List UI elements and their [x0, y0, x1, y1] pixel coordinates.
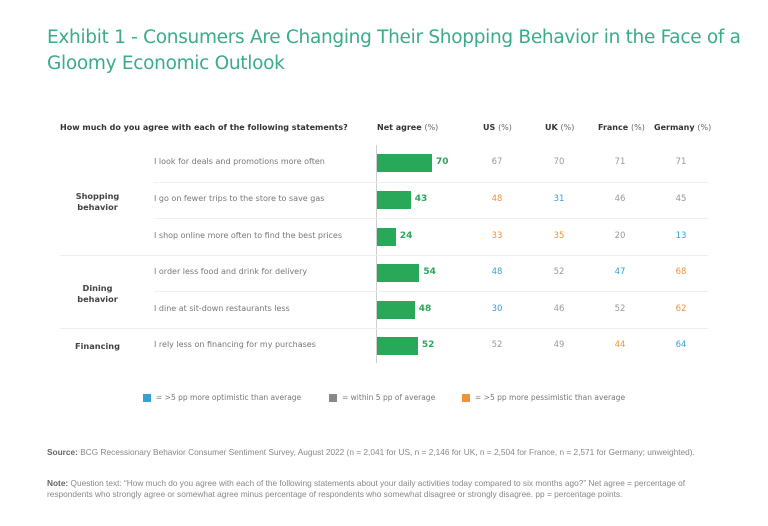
group-label-dining: Dining behavior — [60, 283, 135, 305]
germany-header-label: Germany — [654, 123, 695, 132]
us-value-cell: 67 — [491, 157, 503, 168]
france-header: France (%) — [598, 123, 645, 132]
statement-label: I rely less on financing for my purchase… — [154, 340, 316, 350]
legend-item-neutral: = within 5 pp of average — [329, 393, 435, 402]
statement-label: I dine at sit-down restaurants less — [154, 303, 290, 313]
uk-header: UK (%) — [545, 123, 574, 132]
bar-axis-line — [376, 145, 377, 363]
legend-swatch-neutral — [329, 393, 337, 402]
uk-header-unit: (%) — [560, 123, 575, 132]
legend-item-optimistic: = >5 pp more optimistic than average — [143, 393, 301, 402]
statement-label: I look for deals and promotions more oft… — [154, 157, 325, 167]
row-separator — [154, 218, 708, 220]
france-value-cell: 47 — [614, 267, 626, 278]
germany-value-cell: 13 — [675, 230, 687, 241]
row-separator — [60, 254, 708, 256]
note-text: Question text: “How much do you agree wi… — [47, 478, 686, 499]
germany-value-cell: 71 — [675, 157, 687, 168]
uk-value-cell: 49 — [553, 340, 565, 351]
us-header-unit: (%) — [498, 123, 512, 132]
net-agree-header-unit: (%) — [424, 123, 439, 132]
net-agree-value-label: 48 — [418, 303, 432, 314]
us-value-cell: 52 — [491, 340, 503, 351]
net-agree-header-label: Net agree — [377, 123, 422, 132]
uk-value-cell: 31 — [553, 193, 565, 204]
group-label-financing: Financing — [60, 341, 135, 352]
germany-header: Germany (%) — [654, 123, 711, 132]
us-value-cell: 30 — [491, 303, 503, 314]
exhibit-title: Exhibit 1 - Consumers Are Changing Their… — [47, 27, 741, 74]
germany-value-cell: 62 — [675, 303, 687, 314]
row-separator — [154, 291, 708, 293]
footnote: Note: Question text: “How much do you ag… — [47, 478, 727, 500]
uk-value-cell: 52 — [553, 267, 565, 278]
source-text: BCG Recessionary Behavior Consumer Senti… — [77, 447, 695, 457]
us-value-cell: 33 — [491, 230, 503, 241]
net-agree-bar — [377, 227, 396, 246]
france-value-cell: 20 — [614, 230, 626, 241]
note-label: Note: — [47, 478, 69, 488]
net-agree-bar — [377, 300, 415, 319]
row-separator — [154, 181, 708, 183]
france-value-cell: 46 — [614, 193, 626, 204]
legend-swatch-pessimistic — [462, 393, 470, 402]
us-header-label: US — [483, 123, 496, 132]
france-value-cell: 44 — [614, 340, 626, 351]
net-agree-value-label: 54 — [423, 267, 436, 278]
france-header-label: France — [598, 123, 629, 132]
statement-label: I go on fewer trips to the store to save… — [154, 193, 325, 203]
net-agree-header: Net agree (%) — [377, 123, 438, 132]
statement-label: I order less food and drink for delivery — [154, 267, 308, 277]
group-label-line: Shopping — [75, 191, 120, 201]
france-value-cell: 52 — [614, 303, 626, 314]
france-header-unit: (%) — [630, 123, 645, 132]
uk-value-cell: 46 — [553, 303, 565, 314]
net-agree-bar — [377, 264, 420, 283]
source-label: Source: — [47, 447, 78, 457]
uk-value-cell: 70 — [553, 157, 565, 168]
net-agree-value-label: 24 — [399, 230, 413, 241]
legend-label-pessimistic: = >5 pp more pessimistic than average — [475, 393, 626, 402]
source-note: Source: BCG Recessionary Behavior Consum… — [47, 447, 727, 458]
germany-header-unit: (%) — [697, 123, 712, 132]
net-agree-bar — [377, 154, 432, 173]
net-agree-value-label: 43 — [414, 193, 428, 204]
group-label-line: behavior — [77, 294, 118, 304]
uk-value-cell: 35 — [553, 230, 565, 241]
legend-item-pessimistic: = >5 pp more pessimistic than average — [462, 393, 625, 402]
us-header: US (%) — [483, 123, 512, 132]
group-label-shopping: Shopping behavior — [60, 191, 135, 213]
question-header: How much do you agree with each of the f… — [60, 123, 348, 132]
statement-label: I shop online more often to find the bes… — [154, 230, 343, 240]
germany-value-cell: 68 — [675, 267, 687, 278]
germany-value-cell: 45 — [675, 193, 687, 204]
germany-value-cell: 64 — [675, 340, 687, 351]
us-value-cell: 48 — [491, 193, 503, 204]
legend-label-neutral: = within 5 pp of average — [342, 393, 436, 402]
group-label-line: behavior — [77, 202, 118, 212]
us-value-cell: 48 — [491, 267, 503, 278]
net-agree-bar — [377, 337, 418, 356]
group-label-line: Dining — [82, 283, 113, 293]
net-agree-value-label: 70 — [436, 157, 449, 168]
legend-label-optimistic: = >5 pp more optimistic than average — [156, 393, 302, 402]
row-separator — [60, 328, 708, 329]
net-agree-bar — [377, 190, 411, 209]
france-value-cell: 71 — [614, 157, 626, 168]
legend-swatch-optimistic — [143, 393, 151, 402]
uk-header-label: UK — [545, 123, 558, 132]
group-label-line: Financing — [75, 341, 120, 351]
net-agree-value-label: 52 — [421, 340, 435, 351]
